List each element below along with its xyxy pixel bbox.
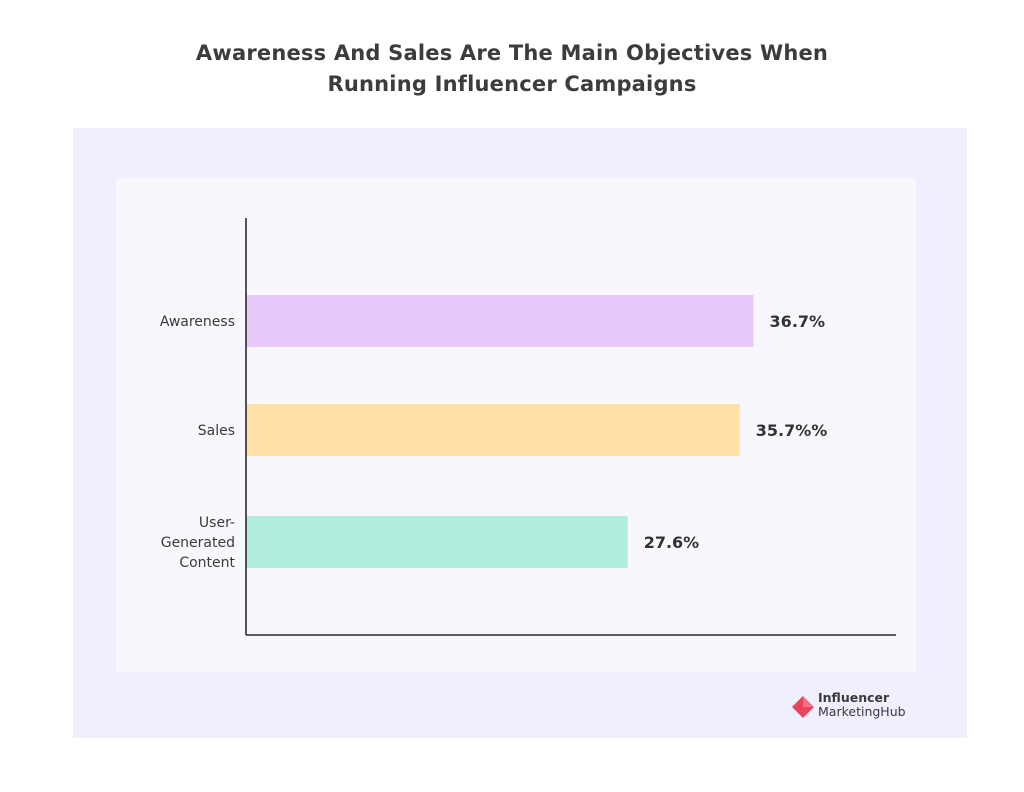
category-label: Sales [198,423,235,439]
category-label: User-Generated Content [161,515,236,571]
bar [246,295,754,347]
bar [246,404,740,456]
brand-mark-icon [792,696,814,718]
brand-name-line-1: Influencer [818,690,890,705]
bar [246,516,628,568]
chart-title: Awareness And Sales Are The Main Objecti… [0,38,1024,100]
data-label: 36.7% [770,312,826,331]
data-label: 35.7%% [756,421,828,440]
category-label: Awareness [160,314,235,330]
chart-title-line-2: Running Influencer Campaigns [327,72,697,96]
brand-logo: Influencer MarketingHub [790,690,920,720]
brand-name-line-2: MarketingHub [818,704,906,719]
data-label: 27.6% [644,533,700,552]
chart-title-line-1: Awareness And Sales Are The Main Objecti… [195,41,829,65]
